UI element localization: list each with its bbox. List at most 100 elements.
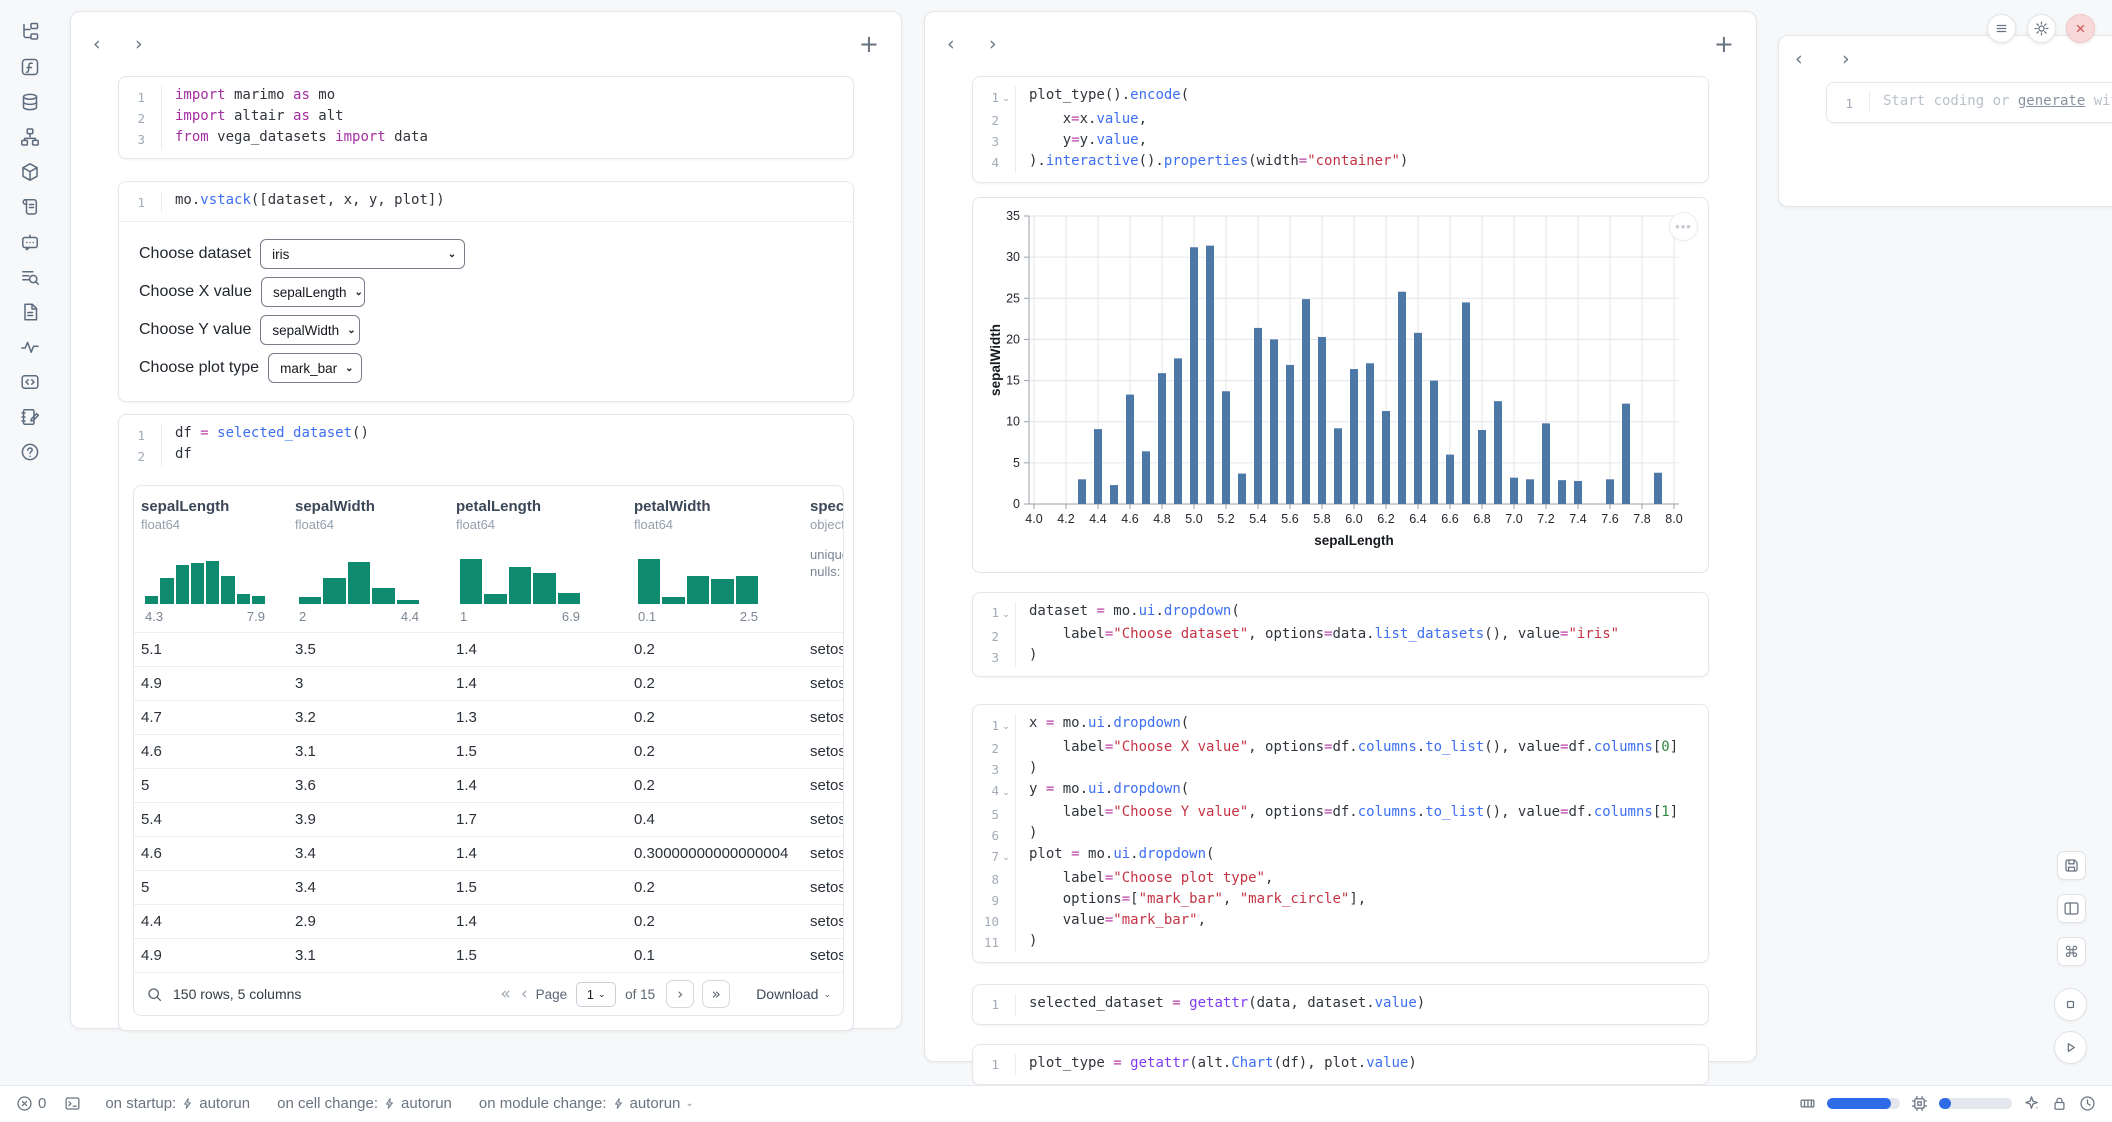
menu-icon xyxy=(1993,20,2010,37)
code-cell-dataset[interactable]: 1⌄dataset = mo.ui.dropdown(2 label="Choo… xyxy=(972,592,1709,678)
line-number: 1 xyxy=(973,1054,1016,1075)
chart-bar xyxy=(1606,479,1614,504)
chevron-down-icon: ⌄ xyxy=(355,287,363,298)
on-startup-setting[interactable]: on startup: autorun xyxy=(105,1095,250,1112)
code-cell-vstack[interactable]: 1mo.vstack([dataset, x, y, plot]) Choose… xyxy=(118,181,854,402)
chart-bar xyxy=(1654,472,1662,503)
notebook-edit-icon[interactable] xyxy=(20,407,40,427)
line-number: 5 xyxy=(973,803,1016,824)
table-cell: 3.4 xyxy=(288,845,449,862)
chevron-left-icon[interactable]: ‹ xyxy=(93,33,113,55)
chat-bot-icon[interactable] xyxy=(20,232,40,252)
svg-text:0: 0 xyxy=(1013,497,1020,511)
last-page-button[interactable]: » xyxy=(702,980,730,1008)
line-number: 6 xyxy=(973,824,1016,845)
document-icon[interactable] xyxy=(20,302,40,322)
on-module-change-setting[interactable]: on module change: autorun ⌄ xyxy=(479,1095,694,1112)
code-line: 3from vega_datasets import data xyxy=(119,128,853,149)
activity-icon[interactable] xyxy=(20,337,40,357)
errors-icon[interactable] xyxy=(16,1095,33,1112)
code-cell-selected-dataset[interactable]: 1selected_dataset = getattr(data, datase… xyxy=(972,984,1709,1025)
chart-bar xyxy=(1110,485,1118,504)
code-line: 2import altair as alt xyxy=(119,107,853,128)
file-tree-icon[interactable] xyxy=(20,22,40,42)
code-line: 1selected_dataset = getattr(data, datase… xyxy=(973,994,1708,1015)
svg-text:7.2: 7.2 xyxy=(1537,512,1554,526)
on-cell-change-setting[interactable]: on cell change: autorun xyxy=(277,1095,452,1112)
first-page-button[interactable]: « xyxy=(495,984,515,1004)
x-value-select[interactable]: sepalLength⌄ xyxy=(261,277,365,307)
chevron-right-icon[interactable]: › xyxy=(989,33,1009,55)
plot-type-select[interactable]: mark_bar⌄ xyxy=(268,353,362,383)
svg-text:4.0: 4.0 xyxy=(1025,512,1042,526)
collapse-icon xyxy=(999,646,1013,667)
network-icon[interactable] xyxy=(20,127,40,147)
code-cell-df[interactable]: 1df = selected_dataset()2df sepalLengthf… xyxy=(118,414,854,1031)
help-icon[interactable] xyxy=(20,442,40,462)
chevron-down-icon: ⌄ xyxy=(347,325,355,336)
bar-chart[interactable]: 4.04.24.44.64.85.05.25.45.65.86.06.26.46… xyxy=(985,206,1695,558)
line-number: 9 xyxy=(973,890,1016,911)
cube-icon[interactable] xyxy=(20,162,40,182)
table-column-header: speciesobjectuniquenulls: xyxy=(803,498,843,632)
chart-menu-icon[interactable]: ••• xyxy=(1669,212,1698,241)
add-cell-button[interactable]: + xyxy=(859,30,879,58)
download-button[interactable]: Download⌄ xyxy=(756,986,831,1002)
sparkle-icon[interactable] xyxy=(2023,1095,2040,1112)
line-number: 1⌄ xyxy=(973,714,1016,738)
chevron-left-icon[interactable]: ‹ xyxy=(1795,48,1815,70)
chevron-right-icon[interactable]: › xyxy=(135,33,155,55)
column-histogram xyxy=(460,548,580,604)
page-select[interactable]: 1⌄ xyxy=(576,982,616,1007)
code-line: 10 value="mark_bar", xyxy=(973,911,1708,932)
table-cell: 0.2 xyxy=(627,743,803,760)
stop-button[interactable] xyxy=(2054,988,2087,1021)
code-line: 3 y=y.value, xyxy=(973,131,1708,152)
code-cell-xyplot[interactable]: 1⌄x = mo.ui.dropdown(2 label="Choose X v… xyxy=(972,704,1709,963)
search-list-icon[interactable] xyxy=(20,267,40,287)
chevron-down-icon: ⌄ xyxy=(685,1098,693,1109)
y-value-select[interactable]: sepalWidth⌄ xyxy=(260,315,360,345)
menu-button[interactable] xyxy=(1987,14,2016,43)
code-cell-plot-type[interactable]: 1plot_type = getattr(alt.Chart(df), plot… xyxy=(972,1044,1709,1085)
table-cell: 1.4 xyxy=(449,913,627,930)
table-cell: 4.9 xyxy=(134,675,288,692)
keyboard-shortcuts-button[interactable]: ⌘ xyxy=(2057,937,2086,966)
close-icon xyxy=(2072,20,2089,37)
next-page-button[interactable]: › xyxy=(666,980,694,1008)
empty-code-cell[interactable]: 1 Start coding or generate with AI xyxy=(1826,82,2112,123)
chart-bar xyxy=(1350,369,1358,504)
generate-link[interactable]: generate xyxy=(2018,93,2085,109)
layout-toggle-button[interactable] xyxy=(2057,894,2086,923)
prev-page-button[interactable]: ‹ xyxy=(516,984,533,1004)
floppy-icon xyxy=(2063,857,2080,874)
add-cell-button[interactable]: + xyxy=(1714,30,1734,58)
run-all-button[interactable] xyxy=(2054,1031,2087,1064)
page-count: of 15 xyxy=(625,987,655,1002)
chart-bar xyxy=(1382,411,1390,504)
table-header: sepalLengthfloat644.37.9sepalWidthfloat6… xyxy=(134,486,843,632)
code-line: 9 options=["mark_bar", "mark_circle"], xyxy=(973,890,1708,911)
table-cell: 0.1 xyxy=(627,947,803,964)
clock-icon[interactable] xyxy=(2079,1095,2096,1112)
code-cell-imports[interactable]: 1import marimo as mo2import altair as al… xyxy=(118,76,854,159)
chart-bar xyxy=(1478,429,1486,503)
svg-text:7.4: 7.4 xyxy=(1569,512,1586,526)
close-panel-button[interactable] xyxy=(2066,14,2095,43)
chevron-right-icon[interactable]: › xyxy=(1842,48,1862,70)
settings-button[interactable] xyxy=(2027,14,2056,43)
chevron-left-icon[interactable]: ‹ xyxy=(947,33,967,55)
dataframe-table: sepalLengthfloat644.37.9sepalWidthfloat6… xyxy=(133,485,844,1016)
code-snippet-icon[interactable] xyxy=(20,372,40,392)
dataset-select[interactable]: iris⌄ xyxy=(260,239,465,269)
code-line: 1plot_type = getattr(alt.Chart(df), plot… xyxy=(973,1054,1708,1075)
search-icon[interactable] xyxy=(146,986,163,1003)
save-button[interactable] xyxy=(2057,851,2086,880)
table-cell: setosa xyxy=(803,641,844,658)
scroll-icon[interactable] xyxy=(20,197,40,217)
terminal-icon[interactable] xyxy=(64,1095,81,1112)
function-icon[interactable] xyxy=(20,57,40,77)
database-icon[interactable] xyxy=(20,92,40,112)
code-cell-plot[interactable]: 1⌄plot_type().encode(2 x=x.value,3 y=y.v… xyxy=(972,76,1709,183)
lock-icon[interactable] xyxy=(2051,1095,2068,1112)
